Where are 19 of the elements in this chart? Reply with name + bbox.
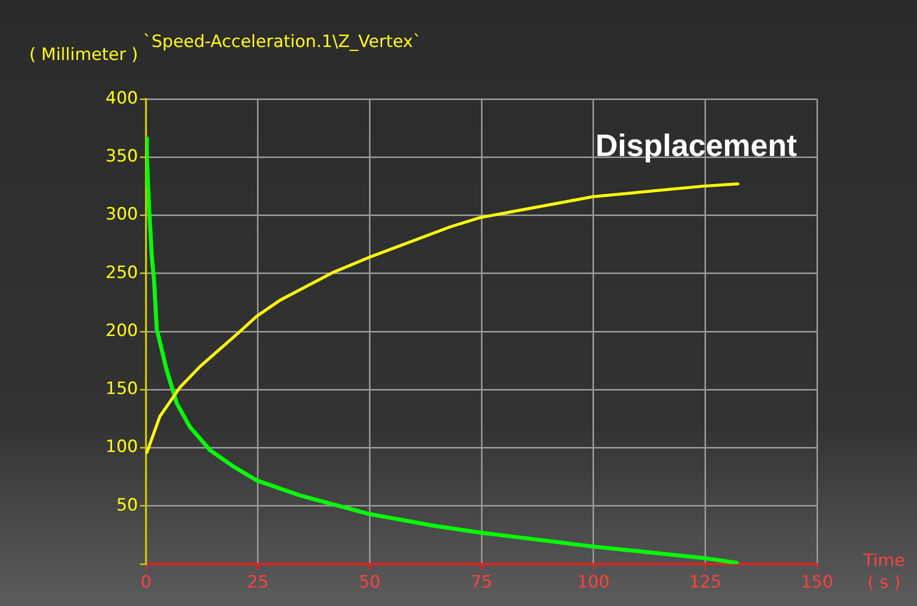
annotation: Displacement [595,128,797,163]
x-tick-label: 125 [688,572,722,593]
x-tick-label: 0 [140,572,152,593]
x-tick-label: 100 [577,572,610,593]
y-tick-label: 100 [106,437,138,458]
x-tick-label: 25 [247,572,269,593]
x-tick-label: 75 [470,572,492,593]
y-tick-label: 200 [106,320,138,341]
y-tick-label: 50 [116,495,138,516]
y-tick-label: 400 [106,88,138,108]
y-tick-label: 150 [106,379,138,400]
y-axis-title: ( Millimeter ) [29,45,138,65]
x-tick-label: 50 [358,572,380,593]
chart-title: `Speed-Acceleration.1\Z_Vertex` [143,32,422,52]
y-tick-label: 250 [106,262,138,283]
y-tick-label: 300 [106,204,138,225]
x-axis-title: Time ( s ) [862,551,905,593]
x-tick-label: 150 [800,572,834,593]
y-tick-label: 350 [106,146,138,167]
